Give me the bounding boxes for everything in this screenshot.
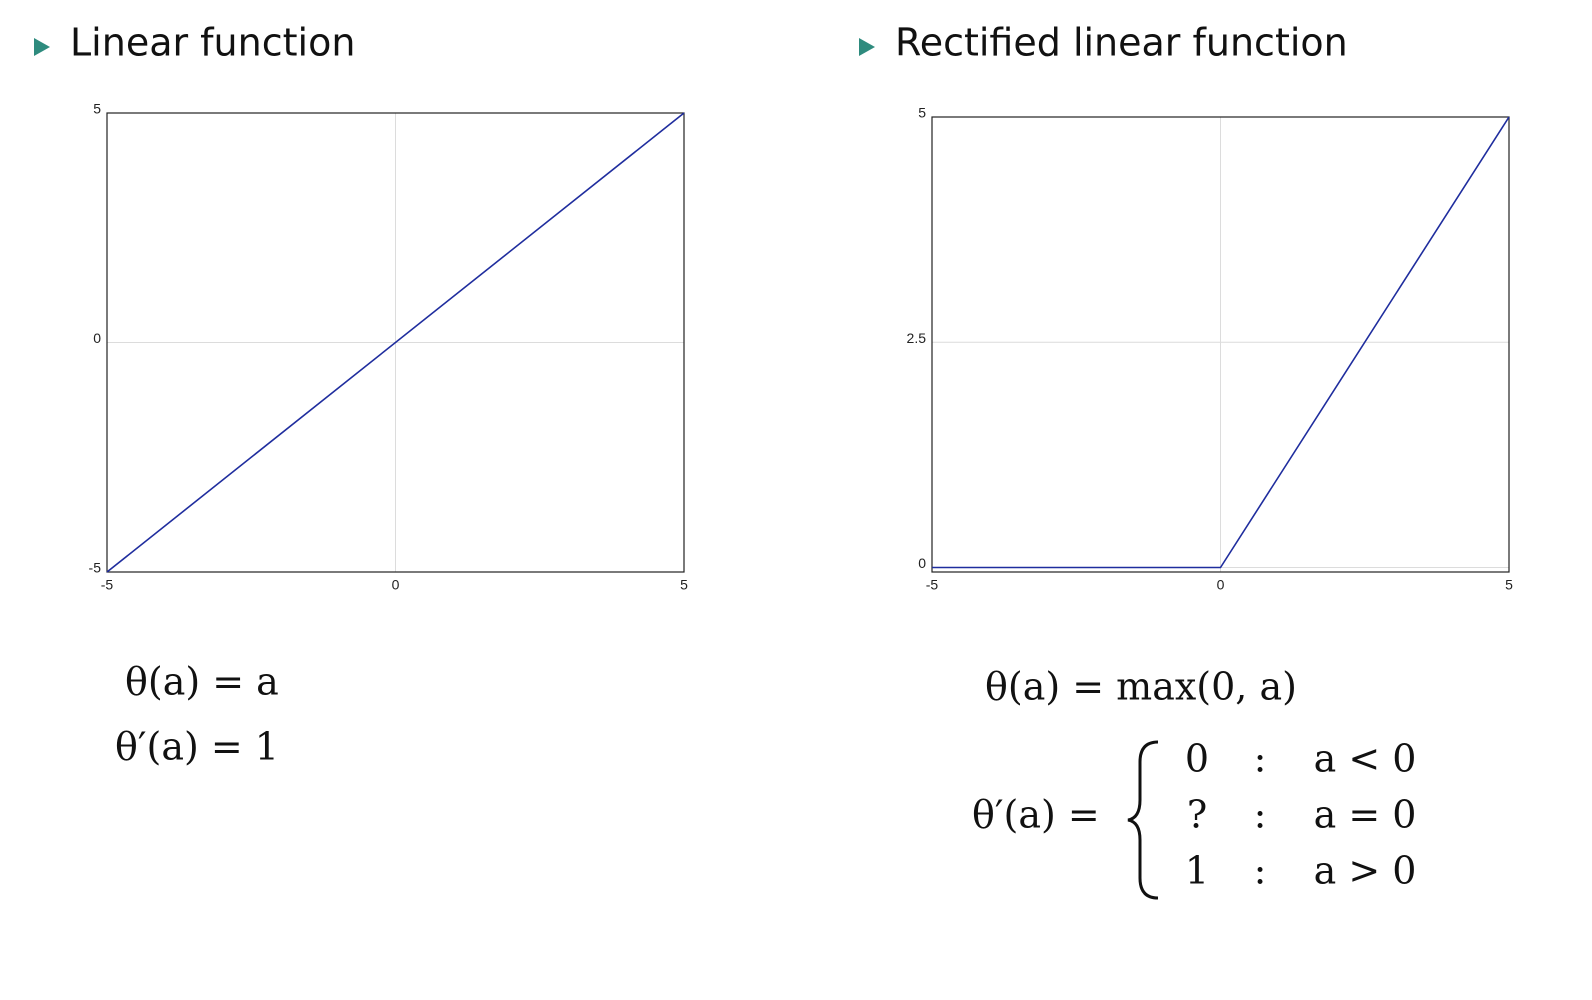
y-tick-label: -5 <box>89 560 102 576</box>
x-tick-label: 0 <box>392 577 400 593</box>
y-tick-label: 2.5 <box>907 330 927 346</box>
x-tick-label: 5 <box>1505 577 1513 593</box>
bullet <box>34 38 50 56</box>
derivative: θ′(a) = 1 <box>115 725 279 769</box>
case-cell: a > 0 <box>1314 849 1417 893</box>
chart-title: Linear function <box>70 21 355 65</box>
brace <box>1127 740 1159 900</box>
chart-title: Rectified linear function <box>895 21 1348 65</box>
formula: θ(a) = a <box>125 660 279 704</box>
y-tick-label: 0 <box>918 555 926 571</box>
case-cell: 0 <box>1185 737 1209 781</box>
case-cell: a < 0 <box>1314 737 1417 781</box>
x-tick-label: -5 <box>926 577 939 593</box>
x-tick-label: -5 <box>101 577 114 593</box>
y-tick-label: 0 <box>93 330 101 346</box>
case-cell: ? <box>1187 793 1207 837</box>
derivative: θ′(a) = <box>972 793 1100 837</box>
line <box>932 116 1510 569</box>
y-tick-label: 5 <box>918 105 926 121</box>
case-cell: 1 <box>1185 849 1209 893</box>
case-cell: : <box>1254 849 1267 893</box>
case-cell: : <box>1254 793 1267 837</box>
plot-frame <box>931 116 1510 573</box>
line <box>106 112 685 573</box>
bullet <box>859 38 875 56</box>
x-tick-label: 5 <box>680 577 688 593</box>
case-cell: : <box>1254 737 1267 781</box>
x-tick-label: 0 <box>1217 577 1225 593</box>
y-tick-label: 5 <box>93 101 101 117</box>
plot-frame <box>106 112 685 573</box>
case-cell: a = 0 <box>1314 793 1417 837</box>
formula: θ(a) = max(0, a) <box>985 665 1297 709</box>
